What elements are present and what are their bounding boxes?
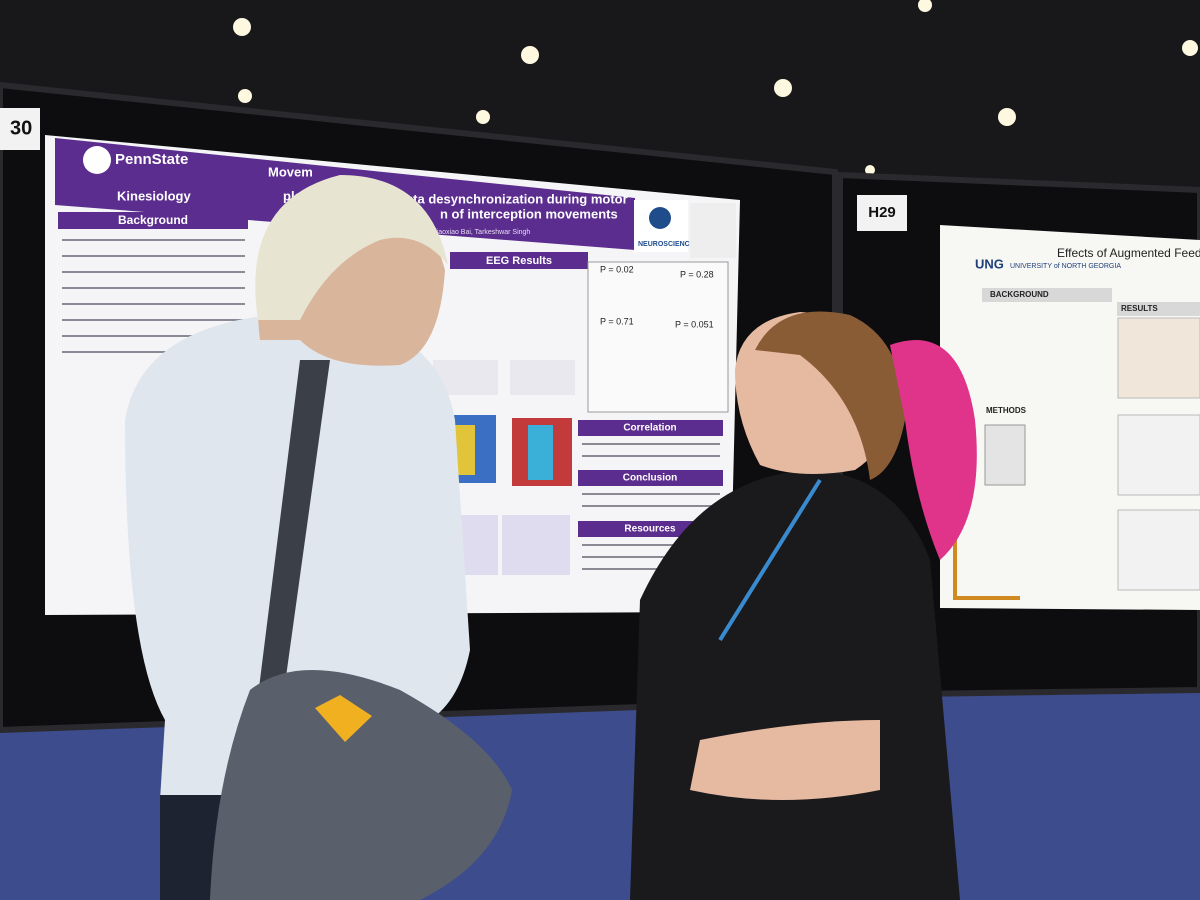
bag	[210, 670, 512, 900]
poster-title: Effects of Augmented Feedback on H	[1057, 246, 1200, 260]
authors: Xiaoxiao Bai, Tarkeshwar Singh	[432, 229, 530, 236]
section-header	[450, 252, 588, 269]
signal-plot	[510, 360, 575, 395]
section-header	[578, 470, 723, 486]
section-title: METHODS	[986, 406, 1027, 415]
stat-label: P = 0.71	[600, 316, 634, 326]
light	[998, 108, 1016, 126]
section-title: Conclusion	[623, 473, 677, 484]
pink-hair	[890, 340, 977, 560]
university: UNIVERSITY of NORTH GEORGIA	[1010, 263, 1121, 270]
section-title: Resources	[624, 524, 676, 535]
booth-label	[0, 108, 40, 150]
setup-figure	[984, 424, 1026, 486]
stat-label: P = 0.28	[680, 269, 714, 279]
bag-strap	[255, 360, 330, 720]
poster-brand: UNG	[975, 256, 1004, 271]
department: Kinesiology	[117, 188, 191, 203]
section-header	[1117, 302, 1200, 316]
light	[1182, 40, 1198, 56]
light	[233, 18, 251, 36]
light	[774, 79, 792, 97]
body-text	[62, 239, 720, 570]
results-chart	[1117, 317, 1200, 399]
section-title: BACKGROUND	[990, 290, 1049, 299]
section-header	[58, 212, 248, 229]
stat-label: P = 0.051	[675, 319, 714, 329]
poster-title: beta desynchronization during motor	[398, 191, 628, 206]
logo	[83, 146, 111, 174]
section-title: EEG Results	[486, 255, 552, 267]
section-header	[982, 288, 1112, 302]
section-title: Correlation	[623, 423, 676, 434]
booth-number: 30	[10, 117, 32, 139]
person-hair	[755, 311, 905, 480]
booth-number: H29	[868, 204, 896, 221]
light	[918, 0, 932, 12]
light	[476, 110, 490, 124]
bag-patch	[315, 695, 372, 742]
poster-title: Movem	[268, 164, 313, 179]
section-title: RESULTS	[1121, 304, 1158, 313]
person-hair	[255, 175, 448, 320]
light	[238, 89, 252, 103]
logo-text: NEUROSCIENCE	[638, 241, 695, 248]
stat-label: P = 0.02	[600, 264, 634, 274]
decoration	[953, 520, 1020, 600]
poster-brand: PennState	[115, 151, 188, 168]
poster-title: n of interception movements	[440, 206, 618, 221]
results-chart	[1117, 509, 1200, 591]
booth-label	[857, 195, 907, 231]
section-title: Background	[118, 213, 188, 227]
lanyard	[718, 478, 822, 642]
ceiling-lights	[233, 0, 1198, 175]
section-header	[578, 420, 723, 436]
boxplot-panel	[587, 261, 729, 413]
line-plot	[502, 515, 570, 575]
heatmap-band	[528, 425, 553, 480]
person-arm	[690, 720, 880, 800]
light	[521, 46, 539, 64]
light	[865, 165, 875, 175]
logo	[649, 207, 671, 229]
results-chart	[1117, 414, 1200, 496]
brain-image	[690, 203, 736, 258]
